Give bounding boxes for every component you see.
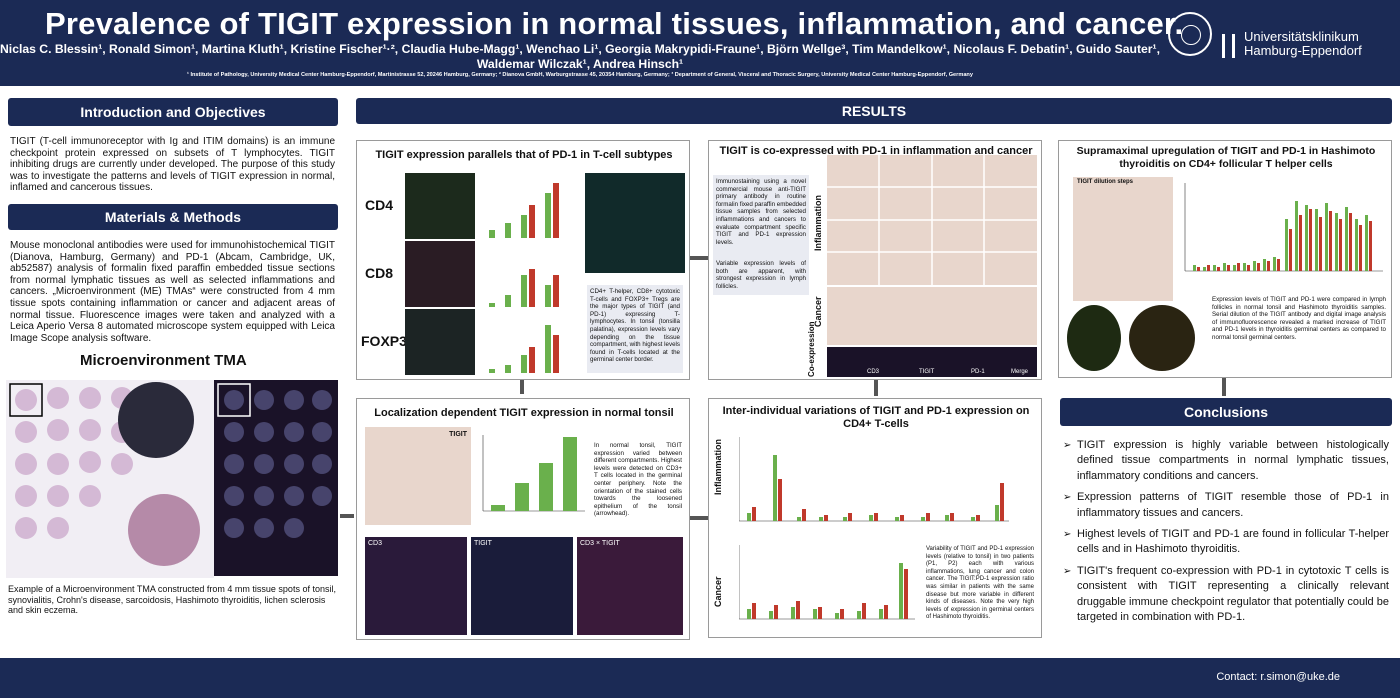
inflammation-ihc-grid bbox=[827, 155, 1037, 285]
coexpression-fluor-strip: CD3 TIGIT PD-1 Merge bbox=[827, 347, 1037, 377]
intro-heading: Introduction and Objectives bbox=[8, 98, 338, 126]
merge-label: CD3 × TIGIT bbox=[580, 540, 620, 547]
arrow-right bbox=[340, 514, 354, 518]
poster-header: Prevalence of TIGIT expression in normal… bbox=[0, 0, 1400, 86]
tonsil-gc-fluor-circle bbox=[1067, 305, 1121, 371]
conclusion-item: Expression patterns of TIGIT resemble th… bbox=[1063, 490, 1389, 521]
dilution-label: TIGIT dilution steps bbox=[1077, 179, 1133, 185]
thyroiditis-gc-fluor-circle bbox=[1129, 305, 1195, 371]
panel5-title: Supramaximal upregulation of TIGIT and P… bbox=[1076, 145, 1376, 170]
panel3-note-2: Variable expression levels of both are a… bbox=[713, 257, 809, 295]
inflammation-side-label: Inflammation bbox=[813, 194, 823, 251]
panel-coexpression: TIGIT is co-expressed with PD-1 in infla… bbox=[708, 140, 1042, 380]
tigit-dilution-image: TIGIT dilution steps bbox=[1073, 177, 1173, 301]
methods-heading: Materials & Methods bbox=[8, 204, 338, 230]
conclusions-list: TIGIT expression is highly variable betw… bbox=[1063, 438, 1389, 631]
conclusion-item: TIGIT expression is highly variable betw… bbox=[1063, 438, 1389, 484]
row-label-cd4: CD4 bbox=[365, 197, 394, 213]
panel-hashimoto: Supramaximal upregulation of TIGIT and P… bbox=[1058, 140, 1392, 378]
tonsil-compartment-bar-chart bbox=[482, 435, 585, 512]
panel2-title: Localization dependent TIGIT expression … bbox=[374, 407, 674, 419]
conclusion-item: Highest levels of TIGIT and PD-1 are fou… bbox=[1063, 527, 1389, 558]
tma-fluorescence-image bbox=[214, 380, 338, 576]
row-label-cd8: CD8 bbox=[365, 265, 394, 281]
cd3-label: CD3 bbox=[368, 540, 383, 547]
tma-fluor-spots-graphic bbox=[217, 383, 332, 538]
foxp3-fluor-image bbox=[405, 309, 475, 375]
tonsil-germinal-center-image bbox=[585, 173, 685, 273]
panel-tonsil-localization: Localization dependent TIGIT expression … bbox=[356, 398, 690, 640]
coexpression-side-label: Co-expression bbox=[807, 321, 816, 377]
cancer-chart-label: Cancer bbox=[713, 576, 723, 607]
tonsil-tigit-ihc-image: TIGIT bbox=[365, 427, 471, 525]
poster-footer: Contact: r.simon@uke.de bbox=[0, 658, 1400, 698]
tonsil-image-label: TIGIT bbox=[449, 431, 467, 438]
panel2-note: In normal tonsil, TIGIT expression varie… bbox=[591, 439, 685, 525]
logo-text-line-1: Universitätsklinikum bbox=[1244, 29, 1359, 44]
university-seal-icon bbox=[1168, 12, 1212, 56]
panel3-title: TIGIT is co-expressed with PD-1 in infla… bbox=[719, 145, 1033, 157]
arrow-down bbox=[874, 378, 878, 396]
results-heading: RESULTS bbox=[356, 98, 1392, 124]
tonsil-cd3-fluor: CD3 bbox=[365, 537, 467, 635]
cd4-bars bbox=[489, 183, 559, 238]
poster-title: Prevalence of TIGIT expression in normal… bbox=[45, 6, 1184, 41]
arrow-right bbox=[690, 516, 708, 520]
hashimoto-bar-chart bbox=[1184, 183, 1383, 272]
arrow-up bbox=[520, 378, 524, 394]
cancer-ihc-grid bbox=[827, 287, 1037, 345]
inflammation-chart-label: Inflammation bbox=[713, 438, 723, 495]
cd4-fluor-image bbox=[405, 173, 475, 239]
coexp-merge-label: Merge bbox=[1011, 369, 1029, 375]
inflammation-variation-chart bbox=[739, 437, 1009, 522]
ihc-grid-graphic bbox=[827, 155, 1037, 285]
coexp-pd1-label: PD-1 bbox=[971, 369, 985, 375]
logo-divider bbox=[1222, 34, 1225, 58]
affiliations: ¹ Institute of Pathology, University Med… bbox=[187, 72, 973, 78]
logo-text: Universitätsklinikum Hamburg-Eppendorf bbox=[1244, 30, 1362, 58]
arrow-right bbox=[690, 256, 708, 260]
tma-spots-graphic bbox=[9, 382, 200, 566]
conclusions-heading: Conclusions bbox=[1060, 398, 1392, 426]
methods-text: Mouse monoclonal antibodies were used fo… bbox=[10, 240, 335, 344]
tonsil-merge-fluor: CD3 × TIGIT bbox=[577, 537, 683, 635]
panel4-title: Inter-individual variations of TIGIT and… bbox=[722, 405, 1030, 430]
arrow-down bbox=[1222, 378, 1226, 396]
subtype-bar-charts bbox=[489, 183, 559, 373]
tma-caption: Example of a Microenvironment TMA constr… bbox=[8, 584, 336, 616]
panel4-note: Variability of TIGIT and PD-1 expression… bbox=[923, 543, 1037, 635]
tigit-label: TIGIT bbox=[474, 540, 492, 547]
contact-info: Contact: r.simon@uke.de bbox=[1216, 671, 1340, 683]
panel-tcell-subtypes: TIGIT expression parallels that of PD-1 … bbox=[356, 140, 690, 380]
row-label-foxp3: FOXP3 bbox=[361, 333, 407, 349]
cd8-fluor-image bbox=[405, 241, 475, 307]
cd8-bars bbox=[489, 269, 559, 307]
cancer-variation-chart bbox=[739, 545, 915, 620]
logo-divider bbox=[1232, 34, 1235, 58]
university-logo: Universitätsklinikum Hamburg-Eppendorf bbox=[1158, 12, 1394, 64]
tonsil-tigit-fluor: TIGIT bbox=[471, 537, 573, 635]
conclusion-item: TIGIT's frequent co-expression with PD-1… bbox=[1063, 564, 1389, 626]
panel1-title: TIGIT expression parallels that of PD-1 … bbox=[375, 149, 673, 161]
coexp-cd3-label: CD3 bbox=[867, 369, 880, 375]
tma-he-image bbox=[6, 380, 214, 578]
intro-text: TIGIT (T-cell immunoreceptor with Ig and… bbox=[10, 136, 335, 194]
author-list: Niclas C. Blessin¹, Ronald Simon¹, Marti… bbox=[0, 42, 1160, 71]
logo-text-line-2: Hamburg-Eppendorf bbox=[1244, 43, 1362, 58]
coexp-tigit-label: TIGIT bbox=[919, 369, 935, 375]
tma-title: Microenvironment TMA bbox=[80, 352, 247, 369]
panel1-note: CD4+ T-helper, CD8+ cytotoxic T-cells an… bbox=[587, 285, 683, 373]
panel5-note: Expression levels of TIGIT and PD-1 were… bbox=[1209, 293, 1389, 373]
panel-interindividual: Inter-individual variations of TIGIT and… bbox=[708, 398, 1042, 638]
foxp3-bars bbox=[489, 325, 559, 373]
panel3-note: Immunostaining using a novel commercial … bbox=[713, 175, 809, 257]
